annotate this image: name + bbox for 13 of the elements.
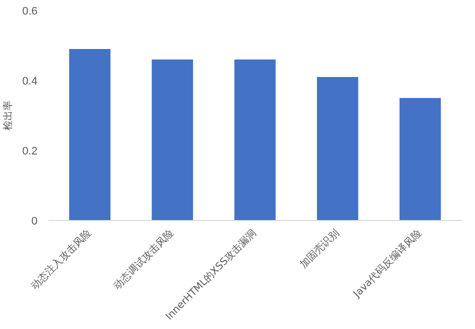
bar xyxy=(69,49,110,220)
y-tick-label: 0 xyxy=(31,216,38,228)
bar xyxy=(234,60,276,220)
x-tick-label: 动态调试攻击风险 xyxy=(111,226,176,292)
bar xyxy=(152,60,194,220)
y-tick-label: 0.4 xyxy=(22,76,38,88)
bar xyxy=(316,77,358,220)
y-axis-title: 检出率 xyxy=(2,100,14,130)
y-tick-label: 0.2 xyxy=(22,146,38,158)
bar xyxy=(400,98,441,220)
x-tick-label: 加固壳识别 xyxy=(298,226,342,271)
x-tick-label: 动态注入攻击风险 xyxy=(28,226,94,292)
y-tick-label: 0.6 xyxy=(22,6,38,18)
